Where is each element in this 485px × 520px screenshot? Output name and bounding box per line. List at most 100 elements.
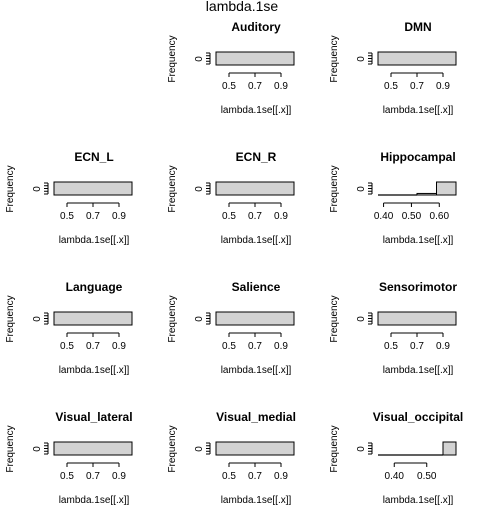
histogram-panel-language: Language 0 Frequency 0.5 0.7 0.9 lambda.1se[[.… <box>5 280 133 376</box>
x-axis-label: lambda.1se[[.x]] <box>221 235 292 246</box>
y-tick-label: 0 <box>32 186 43 192</box>
histogram-panel-visual-occipital: Visual_occipital 0 Frequency 0.40 0.50 lambda… <box>329 410 463 506</box>
x-tick-label: 0.9 <box>274 471 288 482</box>
panel-title: DMN <box>404 20 431 34</box>
histogram-panel-visual-medial: Visual_medial 0 Frequency 0.5 0.7 0.9 lambda.1… <box>167 410 296 506</box>
y-axis-label: Frequency <box>329 165 340 212</box>
x-tick-label: 0.7 <box>86 471 100 482</box>
x-tick-label: 0.60 <box>430 211 450 222</box>
x-tick-label: 0.5 <box>222 471 236 482</box>
histogram-bar <box>53 441 133 456</box>
x-tick-label: 0.7 <box>410 81 424 92</box>
y-axis-label: Frequency <box>5 165 16 212</box>
y-tick-label: 0 <box>356 316 367 322</box>
x-tick-label: 0.7 <box>248 341 262 352</box>
panel-title: Visual_lateral <box>55 410 132 424</box>
y-tick-label: 0 <box>32 446 43 452</box>
x-tick-label: 0.5 <box>384 81 398 92</box>
histogram-panel-sensorimotor: Sensorimotor 0 Frequency 0.5 0.7 0.9 lambda.1s… <box>329 280 457 376</box>
x-axis-label: lambda.1se[[.x]] <box>221 105 292 116</box>
x-tick-label: 0.9 <box>112 341 126 352</box>
y-tick-label: 0 <box>194 186 205 192</box>
x-tick-label: 0.40 <box>374 211 394 222</box>
x-tick-label: 0.7 <box>410 341 424 352</box>
x-tick-label: 0.7 <box>248 471 262 482</box>
y-tick-label: 0 <box>356 56 367 62</box>
panel-title: Visual_occipital <box>373 410 464 424</box>
panel-title: Auditory <box>231 20 281 34</box>
histogram-bar <box>53 181 133 196</box>
x-axis-label: lambda.1se[[.x]] <box>383 235 454 246</box>
y-axis-label: Frequency <box>167 165 178 212</box>
histogram-bar <box>377 311 457 326</box>
histogram-panel-auditory: Auditory 0 Frequency 0.5 0.7 0.9 lambda.1se[[.… <box>167 20 295 116</box>
histogram-bar <box>436 181 457 196</box>
x-tick-label: 0.9 <box>274 211 288 222</box>
x-tick-label: 0.5 <box>222 211 236 222</box>
x-axis-label: lambda.1se[[.x]] <box>221 365 292 376</box>
y-axis-label: Frequency <box>5 425 16 472</box>
y-tick-label: 0 <box>194 56 205 62</box>
x-axis-label: lambda.1se[[.x]] <box>59 495 130 506</box>
x-axis-label: lambda.1se[[.x]] <box>59 365 130 376</box>
histogram-bar <box>215 181 295 196</box>
x-tick-label: 0.7 <box>86 211 100 222</box>
histogram-bar <box>377 51 457 66</box>
x-tick-label: 0.9 <box>436 81 450 92</box>
x-tick-label: 0.50 <box>402 211 422 222</box>
y-axis-label: Frequency <box>5 295 16 342</box>
y-tick-label: 0 <box>32 316 43 322</box>
histogram-panel-ecn-r: ECN_R 0 Frequency 0.5 0.7 0.9 lambda.1se[[.x]] <box>167 150 295 246</box>
histogram-bar <box>53 311 133 326</box>
x-tick-label: 0.5 <box>384 341 398 352</box>
x-tick-label: 0.5 <box>222 341 236 352</box>
y-tick-label: 0 <box>194 316 205 322</box>
x-tick-label: 0.9 <box>112 211 126 222</box>
x-tick-label: 0.9 <box>274 341 288 352</box>
x-tick-label: 0.5 <box>60 471 74 482</box>
panel-title: Salience <box>232 280 281 294</box>
x-tick-label: 0.7 <box>248 211 262 222</box>
histogram-panel-hippocampal: Hippocampal 0 Frequency 0.40 0.50 0.60 lambda.… <box>329 150 457 246</box>
y-axis-label: Frequency <box>167 295 178 342</box>
x-tick-label: 0.5 <box>60 211 74 222</box>
x-axis-label: lambda.1se[[.x]] <box>383 495 454 506</box>
y-axis-label: Frequency <box>329 425 340 472</box>
histogram-bar <box>215 441 295 456</box>
x-tick-label: 0.9 <box>112 471 126 482</box>
panel-title: Sensorimotor <box>379 280 457 294</box>
panel-title: Visual_medial <box>216 410 296 424</box>
x-tick-label: 0.5 <box>222 81 236 92</box>
x-tick-label: 0.7 <box>86 341 100 352</box>
histogram-panel-dmn: DMN 0 Frequency 0.5 0.7 0.9 lambda.1se[[.x]] <box>329 20 457 116</box>
y-tick-label: 0 <box>356 446 367 452</box>
y-axis-label: Frequency <box>167 425 178 472</box>
x-axis-label: lambda.1se[[.x]] <box>59 235 130 246</box>
histogram-bar <box>215 51 295 66</box>
figure-title: lambda.1se <box>206 0 279 14</box>
histogram-panel-visual-lateral: Visual_lateral 0 Frequency 0.5 0.7 0.9 lambda.… <box>5 410 133 506</box>
y-tick-label: 0 <box>356 186 367 192</box>
histogram-bar <box>416 192 437 196</box>
y-tick-label: 0 <box>194 446 205 452</box>
histogram-panel-ecn-l: ECN_L 0 Frequency 0.5 0.7 0.9 lambda.1se[[.x]] <box>5 150 133 246</box>
x-tick-label: 0.7 <box>248 81 262 92</box>
histogram-bar <box>442 441 457 456</box>
y-axis-label: Frequency <box>167 35 178 82</box>
x-axis-label: lambda.1se[[.x]] <box>383 365 454 376</box>
x-tick-label: 0.9 <box>274 81 288 92</box>
x-tick-label: 0.5 <box>60 341 74 352</box>
panel-title: Language <box>66 280 123 294</box>
histogram-bar <box>215 311 295 326</box>
panel-title: Hippocampal <box>380 150 455 164</box>
x-tick-label: 0.40 <box>385 471 405 482</box>
panel-title: ECN_R <box>236 150 277 164</box>
x-axis-label: lambda.1se[[.x]] <box>221 495 292 506</box>
x-axis-label: lambda.1se[[.x]] <box>383 105 454 116</box>
y-axis-label: Frequency <box>329 35 340 82</box>
x-tick-label: 0.9 <box>436 341 450 352</box>
x-tick-label: 0.50 <box>417 471 437 482</box>
y-axis-label: Frequency <box>329 295 340 342</box>
panel-title: ECN_L <box>74 150 113 164</box>
